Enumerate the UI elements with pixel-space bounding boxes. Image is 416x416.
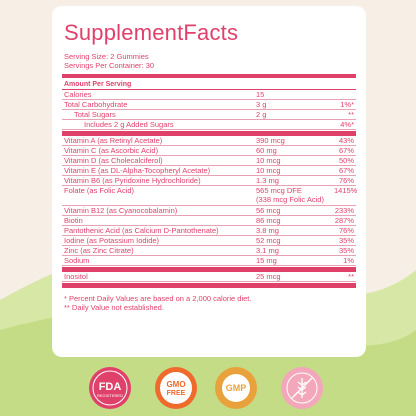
section-divider-bar xyxy=(62,267,356,272)
nutrient-row-added-sugars: Includes 2 g Added Sugars 4%* xyxy=(62,120,356,130)
panel-title: SupplementFacts xyxy=(64,20,239,45)
certification-badges: FDA REGISTERED GMO FREE GMP xyxy=(0,366,416,416)
supplement-facts-panel: SupplementFacts Serving Size: 2 Gummies … xyxy=(52,6,366,357)
footnote-daily-values: * Percent Daily Values are based on a 2,… xyxy=(64,294,252,303)
folate-amount: 565 mcg DFE xyxy=(256,186,302,195)
nutrient-row-pantothenic-acid: Pantothenic Acid (as Calcium D-Pantothen… xyxy=(62,226,356,236)
amount-per-serving-header: Amount Per Serving xyxy=(64,81,132,88)
gmp-badge: GMP xyxy=(215,367,257,409)
nutrient-row-inositol: Inositol 25 mcg ** xyxy=(62,272,356,282)
gmo-badge-subtext: FREE xyxy=(167,390,186,397)
nutrient-row-iodine: Iodine (as Potassium Iodide) 52 mcg 35% xyxy=(62,236,356,246)
gmo-badge-text: GMO xyxy=(166,380,185,389)
serving-size: Serving Size: 2 Gummies xyxy=(64,52,149,61)
thick-divider xyxy=(62,74,356,78)
gmo-free-badge: GMO FREE xyxy=(155,367,197,409)
servings-per-container: Servings Per Container: 30 xyxy=(64,61,155,70)
gluten-free-badge xyxy=(281,367,323,409)
nutrient-row-vitamin-c: Vitamin C (as Ascorbic Acid) 60 mg 67% xyxy=(62,146,356,156)
nutrient-row-biotin: Biotin 86 mcg 287% xyxy=(62,216,356,226)
section-divider-bar xyxy=(62,131,356,136)
nutrient-row-total-sugars: Total Sugars 2 g ** xyxy=(62,110,356,120)
nutrient-row-vitamin-a: Vitamin A (as Retinyl Acetate) 390 mcg 4… xyxy=(62,136,356,146)
strike-icon xyxy=(291,377,313,399)
nutrient-row-zinc: Zinc (as Zinc Citrate) 3.1 mg 35% xyxy=(62,246,356,256)
nutrient-row-vitamin-d: Vitamin D (as Cholecalciferol) 10 mcg 50… xyxy=(62,156,356,166)
fda-badge-text: FDA xyxy=(99,381,122,393)
nutrient-row-sodium: Sodium 15 mg 1% xyxy=(62,256,356,266)
fda-registered-badge: FDA REGISTERED xyxy=(89,367,131,409)
fda-badge-subtext: REGISTERED xyxy=(97,393,123,398)
nutrient-row-vitamin-b6: Vitamin B6 (as Pyridoxine Hydrochloride)… xyxy=(62,176,356,186)
nutrient-row-vitamin-b12: Vitamin B12 (as Cyanocobalamin) 56 mcg 2… xyxy=(62,206,356,216)
section-divider-bar xyxy=(62,283,356,288)
nutrient-row-calories: Calories 15 xyxy=(62,90,356,100)
nutrient-row-total-carbohydrate: Total Carbohydrate 3 g 1%* xyxy=(62,100,356,110)
nutrient-row-vitamin-e: Vitamin E (as DL-Alpha-Tocopheryl Acetat… xyxy=(62,166,356,176)
footnote-not-established: ** Daily Value not established. xyxy=(64,303,164,312)
gmp-badge-text: GMP xyxy=(226,383,247,393)
nutrient-row-folate: Folate (as Folic Acid) 565 mcg DFE (338 … xyxy=(62,186,358,206)
folate-amount-note: (338 mcg Folic Acid) xyxy=(256,195,324,204)
thin-divider xyxy=(62,89,356,90)
